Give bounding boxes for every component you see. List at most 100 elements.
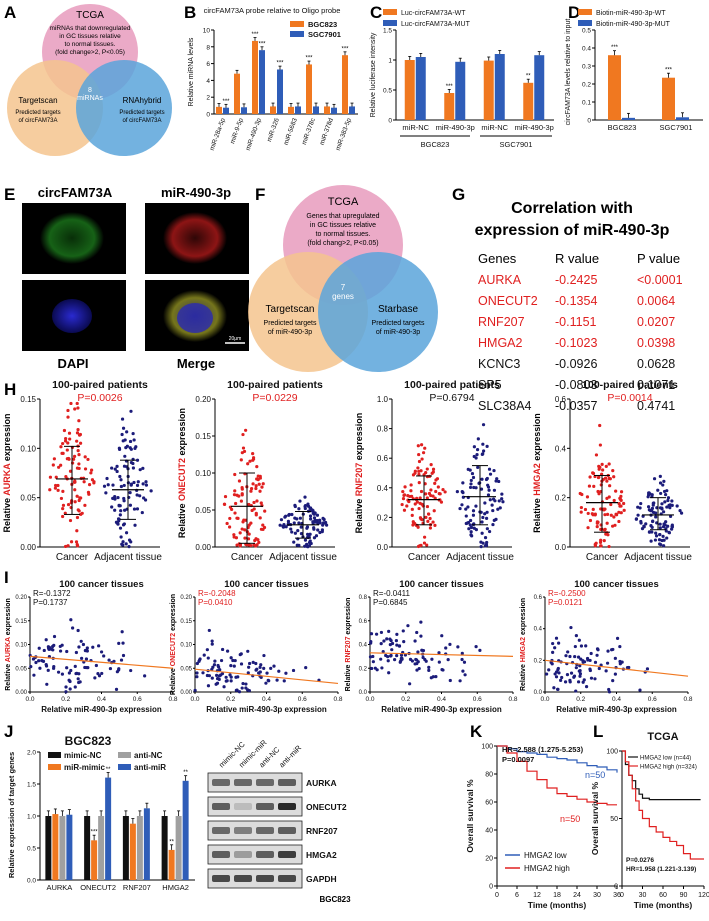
data-point [460,503,464,507]
data-point [419,489,424,494]
x-tick-label: AURKA [46,883,72,892]
data-point [76,428,80,432]
data-point [281,524,285,528]
data-point [481,452,485,456]
chart-l-ylabel: Overall survival % [590,781,600,855]
chart-i-rnf207: 0.0 0.2 0.4 0.6 0.8 0.0 0.2 0.4 0.6 0.8 100 cancer… [345,579,518,714]
data-point [128,503,132,507]
chart-i-r-value: R=-0.0411 [373,589,411,598]
data-point [131,461,135,466]
data-point [491,497,496,501]
data-point [76,677,80,681]
data-point [77,462,81,466]
y-tick-label: 0.20 [195,395,211,404]
data-point [237,479,242,483]
data-point [666,524,670,528]
data-point [424,471,428,475]
data-point [658,474,662,478]
x-tick-label: miR-490-3p [436,123,475,132]
data-point [65,666,69,670]
data-point [607,690,612,694]
data-point [607,462,611,466]
data-point [395,654,399,658]
data-point [380,666,384,670]
micro-green-cell [40,212,104,264]
data-point [469,533,473,537]
data-point [58,649,63,653]
data-point [593,660,598,664]
ylabel-prefix: Relative [177,504,187,539]
data-point [500,492,504,496]
data-point [417,506,421,511]
table-g-p-value: 0.4741 [637,399,675,413]
y-tick-label: 0.05 [20,494,36,503]
data-point [304,666,308,670]
table-g-r-value: -0.2425 [555,273,597,287]
data-point [579,505,583,510]
data-point [418,496,422,500]
data-point [67,678,71,682]
data-point [485,476,489,481]
data-point [431,467,436,471]
data-point [484,543,489,548]
data-point [415,500,419,504]
data-point [269,666,273,671]
data-point [661,534,665,538]
data-point [57,465,61,469]
regression-line [29,655,174,669]
data-point [397,644,402,648]
data-point [579,510,583,514]
data-point [387,671,391,675]
panel-letter-i: I [4,568,9,587]
data-point [106,483,110,487]
data-point [247,502,251,507]
x-tick-label: 0.0 [25,696,34,703]
data-point [592,484,596,488]
blot-band [256,851,274,858]
data-point [82,480,86,484]
data-point [232,664,236,668]
venn-a-top-desc-3: to normal tissues. [65,41,116,48]
data-point [448,642,452,646]
data-point [241,681,245,686]
chart-h-aurka: 0.00 0.05 0.10 0.15 100-paired patientsP=0.0… [2,379,162,563]
panel-letter-d: D [568,3,580,22]
data-point [140,510,144,515]
y-tick-label: 1.5 [27,782,36,789]
data-point [660,502,664,506]
data-point [416,444,420,448]
data-point [605,512,610,516]
data-point [250,508,254,513]
blot-band [234,875,252,882]
data-point [659,543,663,547]
data-point [410,513,414,517]
data-point [612,498,616,503]
data-point [255,667,259,671]
data-point [646,505,651,509]
data-point [69,401,73,406]
data-point [486,483,490,487]
data-point [213,659,217,663]
data-point [583,507,588,512]
chart-i-xlabel: Relative miR-490-3p expression [206,705,327,714]
data-point [554,636,559,640]
data-point [262,666,266,671]
data-point [290,530,294,534]
data-point [555,687,560,691]
data-point [425,543,429,547]
data-point [401,497,406,501]
y-tick-label: 0.0 [377,543,389,552]
data-point [257,482,261,486]
data-point [259,675,263,679]
data-point [234,688,238,693]
data-point [413,521,417,526]
data-point [617,510,621,514]
data-point [79,512,83,516]
chart-h-title: 100-paired patients [404,379,500,391]
x-tick-label: 0.2 [226,696,235,703]
bar [270,106,276,114]
chart-i-title: 100 cancer tissues [59,579,144,590]
x-tick-label: Adjacent tissue [269,552,337,563]
y-tick-label: 0 [614,884,618,891]
data-point [659,491,663,496]
